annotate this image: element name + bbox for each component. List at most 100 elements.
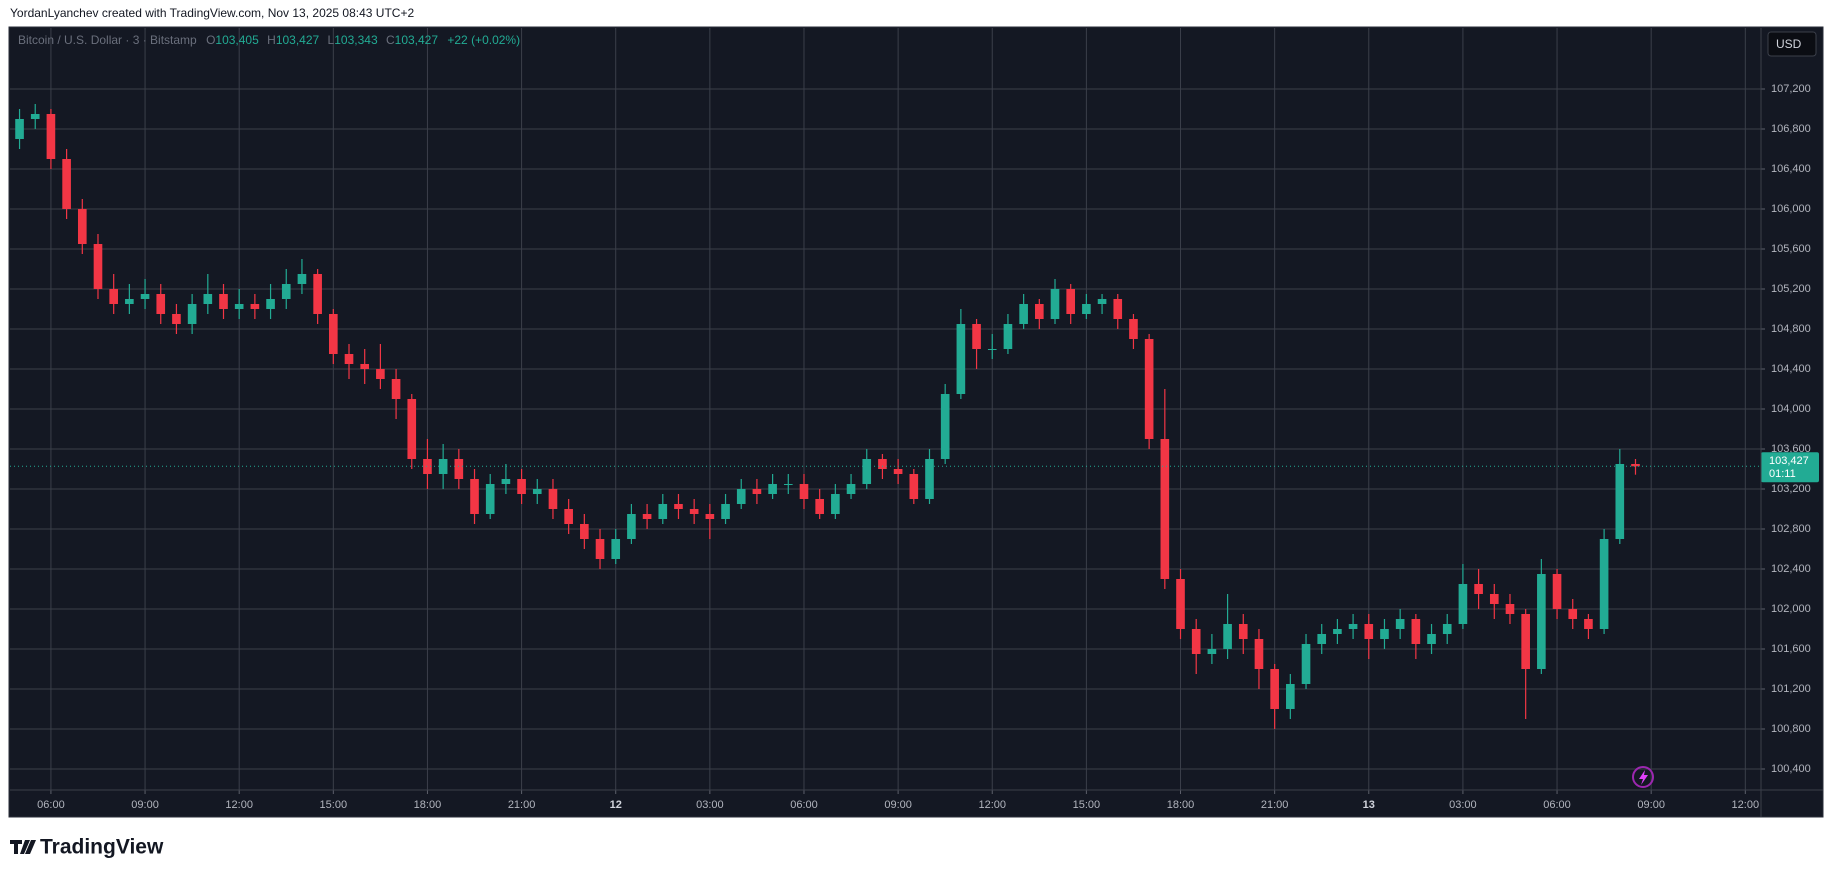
candle-body (250, 304, 260, 309)
candle-body (517, 479, 526, 494)
candle-body (925, 459, 934, 499)
candle-body (93, 244, 103, 289)
candle-body (360, 364, 370, 369)
ohlc-change: +22 (+0.02%) (447, 33, 520, 47)
candle-body (1238, 624, 1248, 639)
candle-body (1552, 574, 1562, 609)
candle-body (156, 294, 166, 314)
lightning-icon (1632, 766, 1654, 788)
x-tick-label: 06:00 (1543, 799, 1571, 811)
grid: 100,400 100,800 101,200 101,600 102,000 102,4… (10, 28, 1811, 811)
candle-body (642, 514, 652, 519)
y-tick-label: 105,200 (1771, 283, 1811, 295)
candle-body (831, 494, 840, 514)
candle-body (1144, 339, 1154, 439)
candle-body (297, 274, 307, 284)
candle-body (1270, 669, 1279, 709)
ohlc-value: 103,427 (276, 33, 320, 47)
candle-body (344, 354, 354, 364)
x-tick-label: 15:00 (320, 799, 348, 811)
y-tick-label: 102,800 (1771, 523, 1811, 535)
candle-body (893, 469, 903, 474)
x-tick-label: 09:00 (131, 799, 159, 811)
ohlc-label: O (206, 33, 215, 47)
y-tick-label: 100,800 (1771, 723, 1811, 735)
candle-body (799, 484, 809, 499)
candle-body (62, 159, 71, 209)
candle-body (1458, 584, 1468, 624)
candle-body (376, 369, 385, 379)
candle-body (721, 504, 730, 519)
candle-body (485, 484, 495, 514)
ohlc-value: 103,405 (215, 33, 259, 47)
ohlc-value: 103,343 (334, 33, 378, 47)
candle-body (1176, 579, 1185, 629)
y-tick-label: 106,000 (1771, 203, 1811, 215)
candles (0, 104, 1640, 729)
candle-body (1364, 624, 1374, 639)
chart-panel (8, 26, 1824, 818)
candle-body (1395, 619, 1405, 629)
x-tick-label: 12 (610, 799, 622, 811)
candle-body (736, 489, 746, 504)
currency-label[interactable]: USD (1776, 37, 1802, 51)
candle-body (815, 499, 824, 514)
x-tick-label: 03:00 (696, 799, 724, 811)
candle-body (266, 299, 275, 309)
candle-body (783, 484, 793, 485)
candle-body (580, 524, 589, 539)
footer-logo-text: TradingView (40, 836, 164, 859)
candle-body (972, 324, 981, 349)
y-tick-label: 103,600 (1771, 443, 1811, 455)
currency-button[interactable] (1767, 31, 1817, 57)
candle-body (172, 314, 181, 324)
candle-body (1223, 624, 1232, 649)
candle-body (0, 139, 8, 149)
candle-body (878, 459, 887, 469)
candle-body (1129, 319, 1138, 339)
candle-body (1411, 619, 1421, 644)
candle-body (15, 119, 24, 139)
x-tick-label: 12:00 (978, 799, 1006, 811)
candle-body (705, 514, 715, 519)
candle-body (1286, 684, 1295, 709)
ohlc-label: H (267, 33, 276, 47)
candle-body (1631, 464, 1640, 467)
candle-body (1599, 539, 1609, 629)
candle-body (674, 504, 683, 509)
x-tick-label: 18:00 (1167, 799, 1195, 811)
last-price-box (1761, 452, 1819, 483)
candle-body (595, 539, 605, 559)
candle-body (1333, 629, 1342, 634)
candle-body (187, 304, 197, 324)
x-tick-label: 18:00 (414, 799, 442, 811)
countdown-label: 01:11 (1769, 468, 1796, 480)
x-tick-label: 12:00 (225, 799, 253, 811)
x-tick-label: 15:00 (1073, 799, 1101, 811)
candle-body (501, 479, 511, 484)
y-tick-label: 104,800 (1771, 323, 1811, 335)
candle-body (1019, 304, 1028, 324)
candle-body (1505, 604, 1515, 614)
candle-body (940, 394, 950, 459)
candle-body (1254, 639, 1264, 669)
candle-body (1442, 624, 1452, 634)
candle-body (909, 474, 919, 499)
y-tick-label: 106,400 (1771, 163, 1811, 175)
candle-body (77, 209, 87, 244)
y-tick-label: 106,800 (1771, 123, 1811, 135)
candle-body (1489, 594, 1499, 604)
candle-body (219, 294, 228, 309)
footer-logo: TradingView (10, 836, 164, 859)
candle-body (109, 289, 118, 304)
candle-body (1097, 299, 1107, 304)
candle-body (407, 399, 417, 459)
candle-body (862, 459, 872, 484)
candle-body (1317, 634, 1327, 644)
candle-body (1035, 304, 1044, 319)
candle-body (658, 504, 668, 519)
candle-body (627, 514, 636, 539)
candle-body (1537, 574, 1546, 669)
